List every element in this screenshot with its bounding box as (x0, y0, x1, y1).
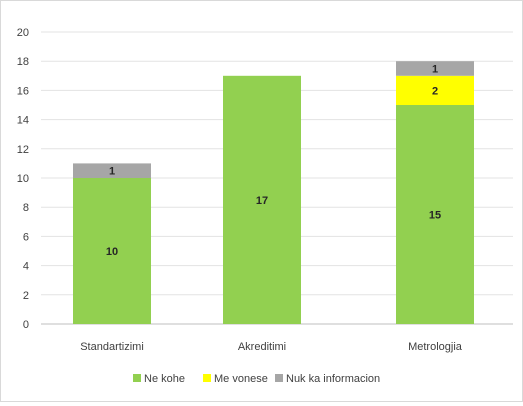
data-label: 15 (429, 210, 441, 222)
data-label: 1 (432, 64, 438, 76)
bar-segment (223, 75, 301, 324)
data-label: 10 (106, 246, 118, 258)
y-tick-label: 4 (23, 261, 29, 273)
x-tick-label: Akreditimi (238, 341, 286, 353)
legend-swatch (275, 374, 283, 382)
legend-label: Nuk ka informacion (286, 373, 380, 385)
y-tick-label: 12 (17, 144, 29, 156)
y-tick-label: 10 (17, 173, 29, 185)
legend-label: Me vonese (214, 373, 268, 385)
legend-swatch (203, 374, 211, 382)
data-label: 17 (256, 195, 268, 207)
y-tick-label: 14 (17, 115, 29, 127)
y-tick-label: 8 (23, 202, 29, 214)
data-label: 2 (432, 85, 438, 97)
y-tick-label: 16 (17, 85, 29, 97)
y-tick-label: 6 (23, 231, 29, 243)
x-tick-label: Metrologjia (408, 341, 463, 353)
x-tick-label: Standartizimi (80, 341, 144, 353)
bar-segment (73, 178, 151, 324)
bar-segment (396, 61, 474, 76)
y-tick-label: 0 (23, 319, 29, 331)
bar-segment (396, 75, 474, 105)
bar-segment (73, 163, 151, 178)
data-label: 1 (109, 166, 115, 178)
y-tick-label: 20 (17, 27, 29, 39)
legend-swatch (133, 374, 141, 382)
legend-label: Ne kohe (144, 373, 185, 385)
y-tick-label: 18 (17, 56, 29, 68)
y-tick-label: 2 (23, 290, 29, 302)
bar-segment (396, 105, 474, 324)
